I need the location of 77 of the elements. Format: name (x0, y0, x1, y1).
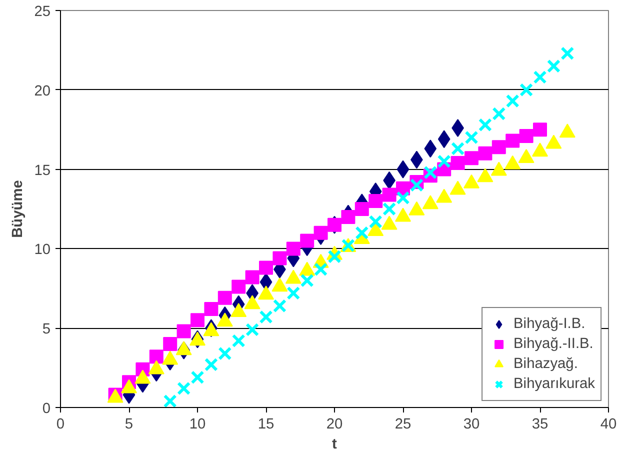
point (464, 130, 478, 144)
point (519, 128, 534, 143)
x-tick-label: 35 (532, 416, 548, 432)
point (286, 242, 300, 256)
point (492, 106, 506, 121)
point (163, 336, 178, 351)
point (300, 234, 314, 248)
x-tick-label: 25 (394, 416, 412, 432)
y-tick-label: 10 (34, 242, 51, 258)
x-tick-label: 10 (189, 416, 206, 432)
point (259, 310, 273, 324)
point (314, 226, 328, 240)
x-tick-label: 30 (463, 416, 480, 432)
x-tick-label: 0 (56, 416, 65, 432)
legend-label: Bihyağ.-II.B. (514, 336, 594, 352)
point (149, 350, 164, 364)
point (259, 260, 273, 275)
point (437, 154, 451, 168)
point (396, 191, 410, 205)
y-tick-label: 25 (34, 4, 51, 20)
point (533, 122, 547, 137)
y-tick-label: 5 (42, 322, 51, 338)
point (163, 394, 177, 408)
point (410, 178, 424, 192)
x-axis-title: t (332, 436, 338, 452)
point (424, 166, 438, 180)
point (478, 118, 492, 132)
point (354, 202, 369, 216)
point (560, 46, 574, 60)
point (218, 346, 232, 360)
point (368, 194, 383, 208)
point (341, 210, 356, 224)
point (218, 290, 232, 305)
point (204, 358, 218, 372)
point (328, 250, 342, 264)
point (464, 151, 478, 166)
legend-label: Bihyarıkurak (514, 376, 595, 392)
point (546, 59, 561, 73)
point (506, 94, 520, 108)
y-tick-label: 0 (42, 401, 51, 417)
point (368, 214, 382, 229)
point (300, 274, 314, 288)
point (478, 146, 492, 160)
point (176, 382, 191, 396)
point (272, 251, 287, 266)
x-tick-label: 20 (326, 416, 343, 432)
point (286, 286, 300, 300)
point (272, 299, 287, 313)
point (450, 142, 465, 156)
point (506, 134, 520, 148)
point (355, 226, 369, 240)
point (382, 188, 396, 202)
point (245, 322, 260, 336)
point (492, 140, 506, 154)
point (519, 83, 534, 97)
point (450, 156, 465, 170)
point (533, 70, 547, 84)
point (314, 262, 328, 276)
x-tick-label: 40 (600, 416, 617, 432)
point (176, 324, 191, 338)
point (232, 280, 246, 294)
legend-label: Bihyağ-I.B. (514, 316, 586, 332)
point (190, 370, 204, 384)
x-tick-label: 15 (258, 416, 274, 432)
point (190, 313, 204, 328)
point (204, 302, 218, 316)
y-tick-label: 15 (34, 162, 51, 179)
y-tick-label: 20 (34, 83, 51, 100)
point (438, 130, 450, 148)
point (382, 202, 396, 216)
x-tick-label: 5 (124, 416, 134, 432)
point (424, 140, 437, 158)
point (232, 334, 246, 348)
point (396, 160, 410, 178)
point (245, 270, 260, 284)
legend-label: Bihazyağ. (514, 356, 578, 372)
y-axis-title: Büyüme (10, 180, 26, 238)
